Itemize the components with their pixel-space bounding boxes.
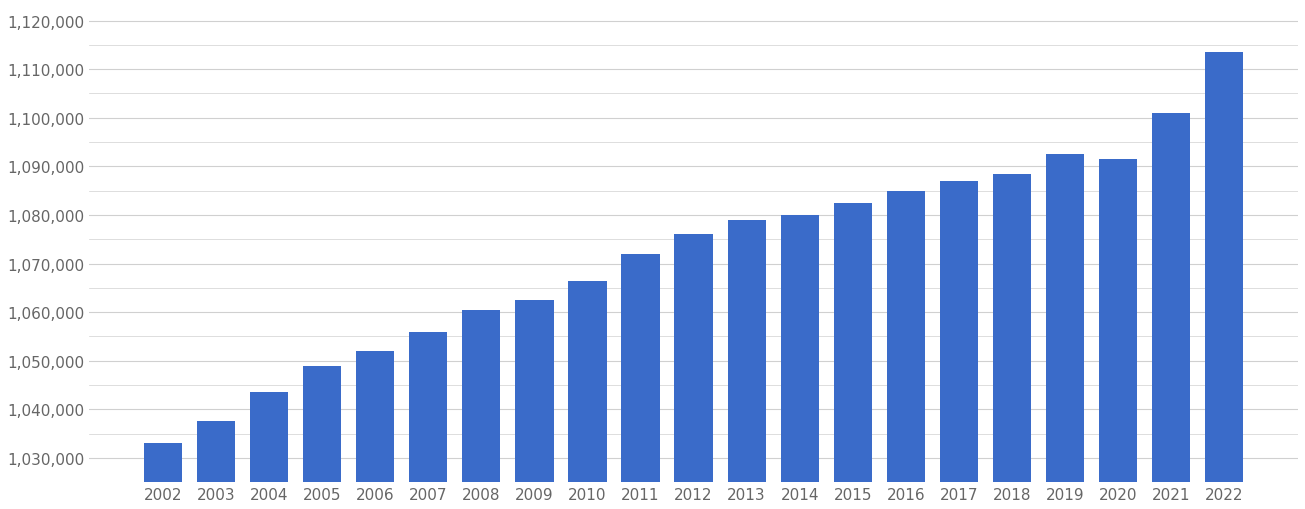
- Bar: [675, 235, 713, 482]
- Bar: [780, 215, 818, 482]
- Bar: [569, 281, 607, 482]
- Bar: [251, 392, 288, 482]
- Bar: [462, 310, 501, 482]
- Bar: [515, 300, 553, 482]
- Bar: [993, 174, 1031, 482]
- Bar: [886, 191, 925, 482]
- Bar: [621, 254, 659, 482]
- Bar: [834, 204, 872, 482]
- Bar: [1045, 155, 1084, 482]
- Bar: [727, 220, 766, 482]
- Bar: [144, 443, 183, 482]
- Bar: [1205, 53, 1244, 482]
- Bar: [303, 366, 342, 482]
- Bar: [197, 421, 235, 482]
- Bar: [1099, 160, 1137, 482]
- Bar: [940, 182, 977, 482]
- Bar: [1152, 114, 1190, 482]
- Bar: [356, 351, 394, 482]
- Bar: [410, 332, 448, 482]
